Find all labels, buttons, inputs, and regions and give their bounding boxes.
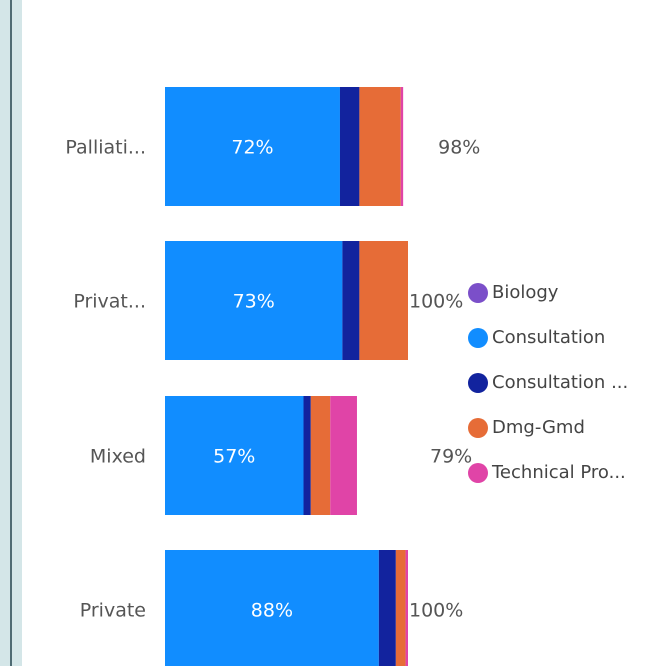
legend-item[interactable]: Biology xyxy=(468,270,628,315)
bar-segment-dmg-gmd[interactable] xyxy=(310,396,331,515)
legend-item[interactable]: Consultation xyxy=(468,315,628,360)
legend-label: Technical Pro... xyxy=(492,462,626,483)
legend-dot-icon xyxy=(468,417,488,438)
legend-dot-icon xyxy=(468,282,488,303)
total-label: 98% xyxy=(438,137,480,159)
category-label: Private xyxy=(80,600,146,622)
left-panel-border-line xyxy=(10,0,12,666)
bar-segment-technical-pro[interactable] xyxy=(400,87,404,206)
total-label: 79% xyxy=(430,446,472,468)
legend-label: Consultation ... xyxy=(492,372,629,393)
bar-segment-consultation[interactable] xyxy=(342,241,360,360)
legend-dot-icon xyxy=(468,462,488,483)
bar-segment-dmg-gmd[interactable] xyxy=(359,241,408,360)
bar-data-label: 73% xyxy=(233,291,275,313)
bar-segment-dmg-gmd[interactable] xyxy=(395,550,406,666)
legend-item[interactable]: Technical Pro... xyxy=(468,450,628,495)
bar-segment-technical-pro[interactable] xyxy=(405,550,408,666)
chart-legend: Biology Consultation Consultation ... Dmg-G… xyxy=(468,270,628,495)
bar-data-label: 57% xyxy=(213,446,255,468)
left-panel-border xyxy=(0,0,22,666)
bar-segment-technical-pro[interactable] xyxy=(330,396,357,515)
legend-dot-icon xyxy=(468,327,488,348)
category-label: Palliati... xyxy=(65,137,146,159)
bar-segment-consultation[interactable] xyxy=(303,396,311,515)
category-label: Privat... xyxy=(73,291,146,313)
category-label: Mixed xyxy=(90,446,146,468)
bar-data-label: 72% xyxy=(231,137,273,159)
bar-segment-consultation[interactable] xyxy=(378,550,396,666)
legend-label: Biology xyxy=(492,282,559,303)
legend-dot-icon xyxy=(468,372,488,393)
bar-segment-consultation[interactable] xyxy=(339,87,360,206)
legend-item[interactable]: Consultation ... xyxy=(468,360,628,405)
total-label: 100% xyxy=(409,291,463,313)
bar-segment-dmg-gmd[interactable] xyxy=(359,87,401,206)
total-label: 100% xyxy=(409,600,463,622)
bar-segment-consultation[interactable] xyxy=(165,241,343,360)
bar-segment-consultation[interactable] xyxy=(165,87,340,206)
bar-segment-consultation[interactable] xyxy=(165,396,304,515)
bar-segment-consultation[interactable] xyxy=(165,550,379,666)
bar-data-label: 88% xyxy=(251,600,293,622)
legend-label: Consultation xyxy=(492,327,606,348)
legend-label: Dmg-Gmd xyxy=(492,417,585,438)
legend-item[interactable]: Dmg-Gmd xyxy=(468,405,628,450)
